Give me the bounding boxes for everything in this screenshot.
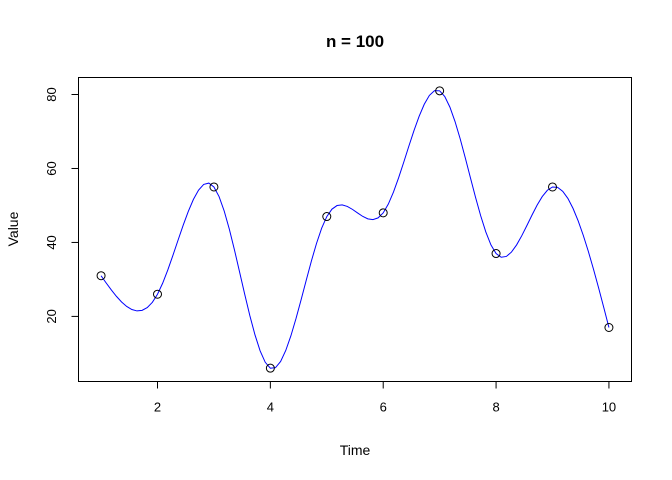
y-axis: 20 40 60 80 [44, 87, 79, 324]
data-point [491, 249, 501, 259]
x-tick-label: 4 [267, 400, 274, 415]
y-tick-label: 80 [44, 87, 59, 101]
series-line [100, 90, 610, 369]
y-tick-label: 20 [44, 309, 59, 323]
x-tick-label: 6 [380, 400, 387, 415]
data-point [209, 182, 219, 192]
data-point [153, 289, 162, 299]
x-axis: 2 4 6 8 10 [154, 381, 616, 415]
data-point [96, 271, 106, 281]
x-tick-label: 2 [154, 400, 161, 415]
data-point [435, 86, 445, 96]
x-axis-label: Time [340, 442, 371, 458]
x-tick-label: 10 [602, 400, 616, 415]
data-point [378, 208, 388, 218]
y-tick-label: 40 [44, 235, 59, 249]
y-tick-label: 60 [44, 161, 59, 175]
data-point [265, 363, 275, 373]
x-tick-label: 8 [492, 400, 499, 415]
data-point [604, 323, 614, 333]
plot-frame [78, 77, 632, 382]
data-point [548, 182, 557, 192]
data-points [96, 86, 614, 373]
data-point [322, 212, 332, 222]
y-axis-label: Value [5, 211, 21, 246]
chart-title: n = 100 [326, 32, 384, 51]
